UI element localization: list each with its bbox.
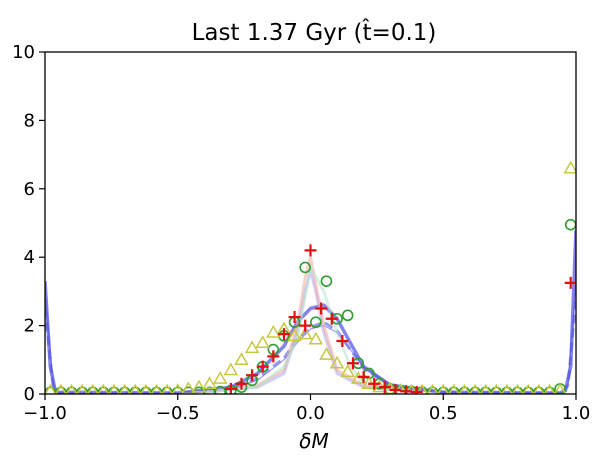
data-point-triangle (543, 383, 556, 394)
data-point-triangle (469, 383, 481, 394)
data-point-plus (299, 319, 312, 332)
data-point-triangle (55, 383, 67, 394)
data-point-triangle (171, 383, 184, 394)
data-point-plus (246, 369, 259, 382)
x-tick-label: −1.0 (23, 403, 67, 424)
y-tick-label: 10 (12, 42, 35, 63)
data-point-triangle (416, 383, 428, 394)
x-tick-label: 0.5 (429, 403, 458, 424)
data-point-plus (378, 381, 391, 394)
data-point-triangle (86, 383, 99, 394)
data-point-triangle (437, 383, 450, 394)
data-point-triangle (76, 383, 89, 394)
data-point-plus (357, 370, 370, 383)
data-point-triangle (266, 324, 281, 338)
data-point-plus (410, 385, 423, 394)
y-tick-label: 6 (24, 179, 35, 200)
x-tick-label: 0.0 (296, 403, 325, 424)
data-point-triangle (448, 383, 460, 394)
data-point-triangle (490, 383, 503, 394)
data-point-circle (543, 386, 556, 394)
series-line-1 (45, 298, 576, 394)
data-point-circle (341, 309, 354, 322)
data-point-triangle (234, 352, 249, 366)
data-point-triangle (329, 355, 345, 369)
data-point-triangle (479, 383, 492, 394)
data-point-plus (277, 328, 290, 341)
data-point-plus (336, 334, 349, 347)
data-point-triangle (202, 376, 217, 389)
data-point-triangle (212, 371, 228, 384)
data-point-plus (304, 244, 317, 257)
data-point-plus (235, 377, 248, 390)
data-point-circle (299, 261, 311, 274)
series-group (45, 160, 576, 394)
plot-frame (44, 51, 577, 395)
data-point-triangle (532, 383, 545, 394)
series-line-2 (45, 229, 576, 394)
y-tick-label: 8 (24, 110, 35, 131)
data-point-triangle (522, 383, 535, 394)
x-tick-label: −0.5 (156, 403, 200, 424)
data-point-triangle (65, 383, 78, 394)
data-point-plus (368, 377, 381, 390)
data-point-circle (564, 218, 576, 231)
plot-area (45, 160, 576, 394)
data-point-triangle (458, 383, 471, 394)
data-point-plus (256, 360, 269, 373)
data-point-triangle (255, 335, 271, 348)
data-point-triangle (319, 347, 334, 360)
data-point-triangle (150, 383, 163, 394)
data-point-plus (315, 302, 328, 315)
data-point-triangle (426, 383, 439, 394)
y-axis-ticks: 0 2 4 6 8 10 (12, 42, 45, 405)
data-point-plus (288, 311, 301, 324)
data-point-triangle (45, 383, 57, 394)
data-point-triangle (108, 383, 120, 394)
data-point-triangle (501, 383, 513, 394)
data-point-circle (320, 275, 333, 287)
data-point-triangle (244, 340, 260, 354)
data-point-triangle (563, 160, 576, 174)
y-tick-label: 0 (24, 384, 35, 405)
data-point-triangle (140, 383, 152, 394)
data-point-triangle (553, 383, 567, 394)
data-point-plus (564, 276, 576, 289)
data-point-triangle (340, 364, 355, 378)
x-tick-label: 1.0 (562, 403, 591, 424)
data-point-triangle (308, 331, 324, 345)
data-point-triangle (118, 383, 131, 394)
data-point-triangle (191, 379, 207, 393)
y-tick-label: 2 (24, 316, 35, 337)
data-point-triangle (97, 383, 110, 394)
y-tick-label: 4 (24, 247, 35, 268)
data-point-plus (346, 357, 359, 370)
data-point-triangle (129, 383, 142, 394)
x-axis-label: δM (299, 429, 329, 453)
data-point-plus (224, 382, 237, 394)
x-axis-ticks: −1.0 −0.5 0.0 0.5 1.0 (23, 394, 590, 424)
data-point-triangle (511, 383, 524, 394)
data-point-triangle (161, 383, 173, 394)
chart-title: Last 1.37 Gyr (t̂=0.1) (192, 19, 437, 46)
data-point-plus (400, 385, 413, 394)
data-point-triangle (287, 328, 302, 342)
data-point-triangle (297, 326, 313, 340)
data-point-plus (325, 312, 338, 325)
data-point-plus (267, 350, 280, 363)
data-point-circle (310, 316, 322, 328)
data-point-triangle (223, 362, 239, 376)
